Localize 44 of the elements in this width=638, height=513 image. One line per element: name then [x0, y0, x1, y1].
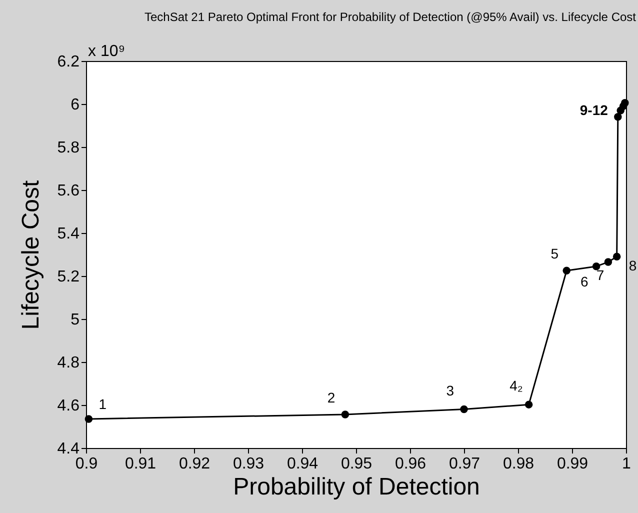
x-tick-label: 0.99 — [556, 456, 588, 472]
y-axis-title: Lifecycle Cost — [17, 180, 44, 330]
y-tick-label: 5 — [70, 312, 80, 328]
point — [524, 400, 533, 408]
y-tick-label: 4.8 — [57, 354, 80, 372]
x-tick-label: 0.9 — [75, 456, 98, 472]
point — [562, 266, 570, 274]
y-tick-label: 5.4 — [57, 226, 80, 242]
text: x 10⁹ — [88, 43, 126, 60]
y-tick-label: 5.6 — [57, 182, 80, 200]
point — [84, 415, 93, 423]
point — [341, 410, 350, 418]
x-tick-label: 0.96 — [394, 456, 426, 472]
point — [612, 252, 621, 261]
annotation: 7 — [596, 267, 604, 284]
x-tick-label: 0.95 — [340, 456, 372, 472]
point — [621, 99, 629, 107]
annotation: 6 — [580, 273, 589, 290]
point — [614, 113, 622, 121]
point — [592, 262, 600, 270]
x-tick-label: 0.97 — [448, 456, 480, 472]
y-tick-label: 6 — [70, 96, 80, 114]
point — [460, 405, 468, 414]
annotation: 2 — [327, 389, 336, 406]
y-tick-label: 5.8 — [57, 140, 80, 156]
annotation: 3 — [446, 382, 454, 398]
x-axis-title: Probability of Detection — [233, 474, 480, 500]
y-tick-label: 6.2 — [57, 54, 80, 70]
chart-title: TechSat 21 Pareto Optimal Front for Probability of Detection (@95% Avail) vs. Lifecycle Cost — [144, 10, 637, 24]
y-tick-label: 4.4 — [57, 440, 80, 458]
x-tick-label: 1 — [622, 456, 632, 472]
y-tick-label: 4.6 — [57, 398, 80, 414]
y-tick-label: 5.2 — [57, 268, 80, 286]
x-tick-label: 0.91 — [124, 456, 156, 472]
annotation: 1 — [98, 396, 107, 412]
annotation: 5 — [550, 246, 559, 262]
annotation: 8 — [628, 258, 637, 274]
x-tick-label: 0.98 — [502, 456, 534, 472]
x-tick-label: 0.93 — [232, 456, 264, 472]
annotation: 4₂ — [510, 378, 523, 394]
annotation: 9-12 — [580, 102, 608, 118]
x-tick-label: 0.92 — [178, 456, 210, 472]
x-tick-label: 0.94 — [286, 456, 318, 472]
point — [604, 258, 612, 266]
